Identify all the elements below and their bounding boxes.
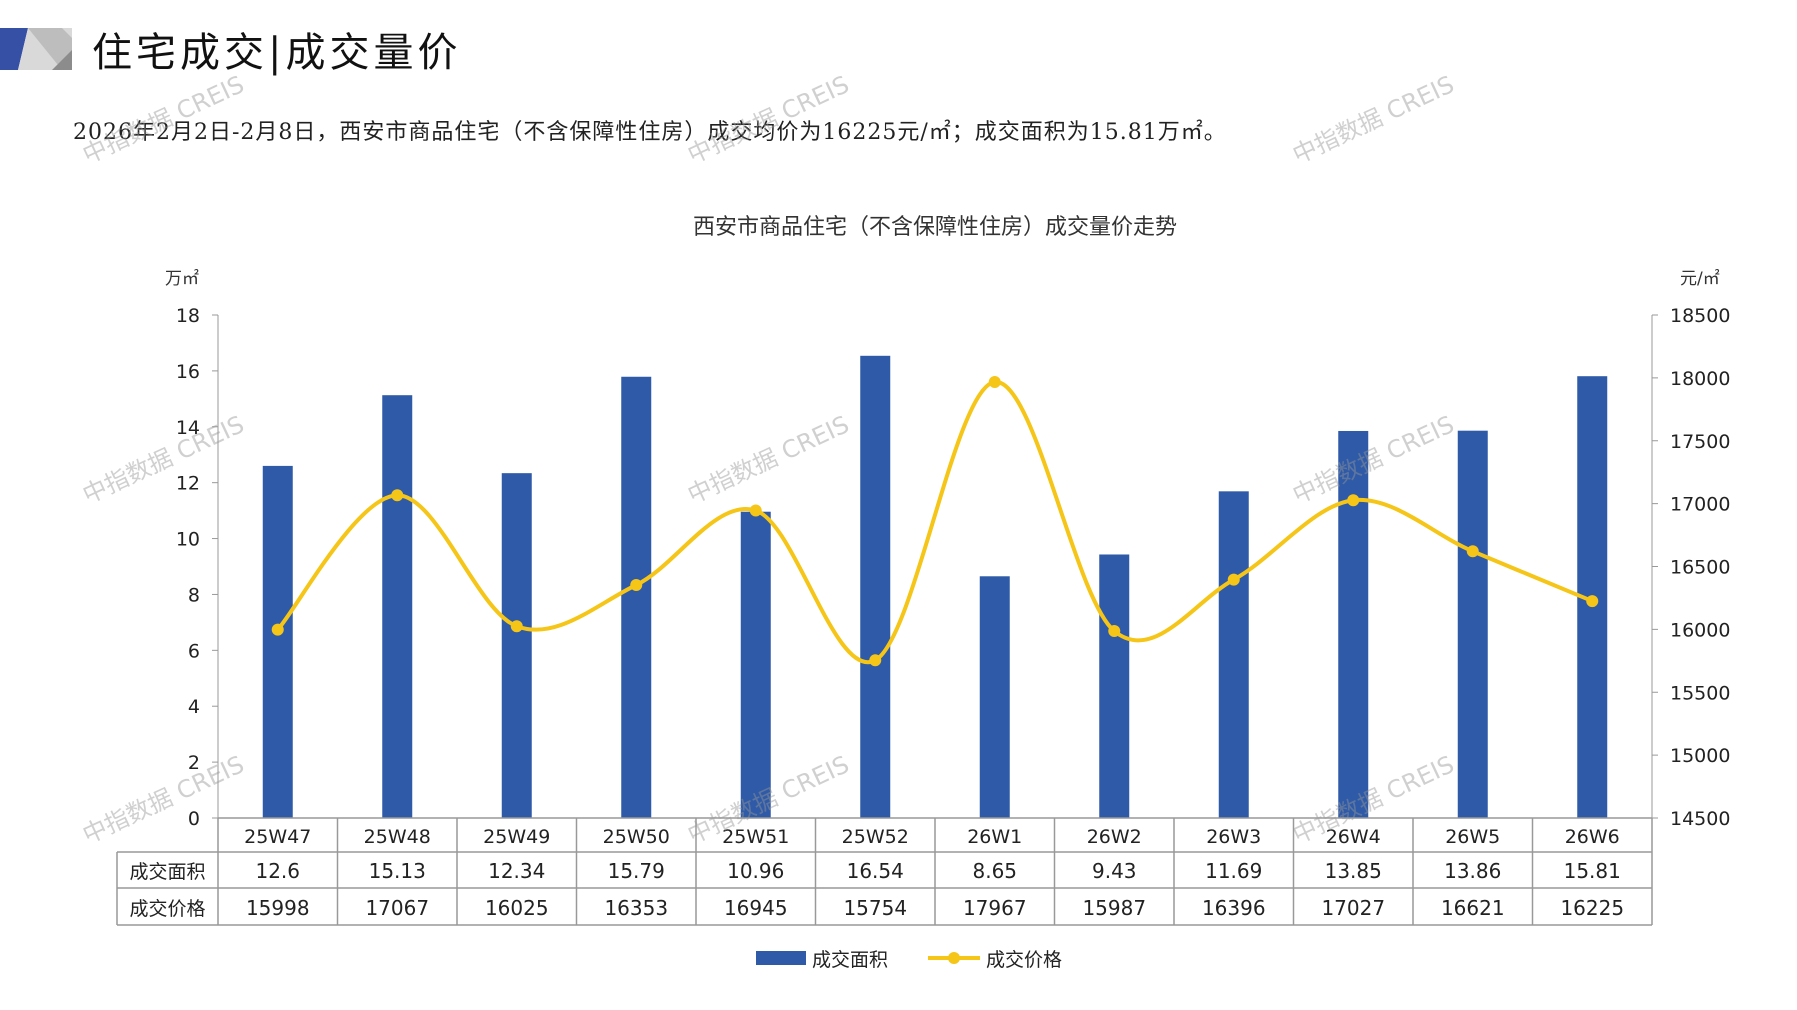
category-label: 25W48 — [364, 826, 431, 848]
right-tick-label: 15000 — [1670, 745, 1730, 767]
price-point-25W47 — [271, 623, 284, 636]
left-tick-label: 12 — [176, 473, 200, 495]
area-value: 15.81 — [1564, 859, 1621, 883]
price-value: 16025 — [485, 896, 549, 920]
price-point-26W5 — [1466, 545, 1479, 558]
category-label: 25W52 — [842, 826, 909, 848]
bar-25W52 — [860, 355, 891, 818]
bar-25W51 — [740, 511, 771, 818]
left-tick-label: 18 — [176, 305, 200, 327]
left-tick-label: 6 — [188, 640, 200, 662]
price-value: 15987 — [1082, 896, 1146, 920]
price-value: 16621 — [1441, 896, 1505, 920]
price-value: 17027 — [1321, 896, 1385, 920]
bar-26W1 — [979, 576, 1010, 818]
bar-25W47 — [262, 465, 293, 818]
area-value: 13.85 — [1325, 859, 1382, 883]
price-point-26W1 — [988, 376, 1001, 389]
area-value: 12.34 — [488, 859, 545, 883]
category-label: 26W3 — [1206, 826, 1261, 848]
right-tick-label: 15500 — [1670, 682, 1730, 704]
left-tick-label: 0 — [188, 808, 200, 830]
area-value: 15.79 — [608, 859, 665, 883]
area-value: 12.6 — [255, 859, 300, 883]
area-value: 16.54 — [847, 859, 904, 883]
summary-text: 2026年2月2日-2月8日，西安市商品住宅（不含保障性住房）成交均价为1622… — [73, 120, 1227, 145]
right-tick-label: 16000 — [1670, 619, 1730, 641]
price-point-26W6 — [1586, 595, 1599, 608]
bar-25W48 — [382, 395, 413, 818]
category-label: 26W5 — [1445, 826, 1500, 848]
bar-26W4 — [1338, 430, 1369, 818]
right-axis-label: 元/㎡ — [1680, 269, 1720, 289]
legend-marker-price — [948, 952, 960, 964]
left-tick-label: 16 — [176, 361, 200, 383]
right-tick-label: 16500 — [1670, 557, 1730, 579]
price-value: 17967 — [963, 896, 1027, 920]
area-value: 11.69 — [1205, 859, 1262, 883]
category-label: 26W2 — [1087, 826, 1142, 848]
page-title: 住宅成交|成交量价 — [92, 30, 462, 76]
price-value: 15998 — [246, 896, 310, 920]
category-label: 26W1 — [967, 826, 1022, 848]
category-label: 25W47 — [244, 826, 311, 848]
price-point-26W2 — [1108, 625, 1121, 638]
left-tick-label: 14 — [176, 417, 200, 439]
left-tick-label: 4 — [188, 696, 200, 718]
category-label: 25W49 — [483, 826, 550, 848]
left-tick-label: 2 — [188, 752, 200, 774]
left-axis-label: 万㎡ — [165, 269, 199, 289]
legend-label-price: 成交价格 — [986, 949, 1062, 971]
row-label-area: 成交面积 — [129, 861, 205, 883]
right-tick-label: 14500 — [1670, 808, 1730, 830]
bar-26W5 — [1457, 430, 1488, 818]
price-point-25W52 — [869, 654, 882, 667]
area-value: 13.86 — [1444, 859, 1501, 883]
price-value: 17067 — [365, 896, 429, 920]
chart-title: 西安市商品住宅（不含保障性住房）成交量价走势 — [693, 215, 1177, 240]
price-point-26W4 — [1347, 494, 1360, 507]
price-value: 16225 — [1560, 896, 1624, 920]
right-tick-label: 17500 — [1670, 431, 1730, 453]
right-tick-label: 18500 — [1670, 305, 1730, 327]
area-value: 9.43 — [1092, 859, 1137, 883]
price-point-25W49 — [510, 620, 523, 633]
price-value: 15754 — [843, 896, 907, 920]
category-label: 26W6 — [1565, 826, 1620, 848]
area-value: 15.13 — [369, 859, 426, 883]
right-tick-label: 17000 — [1670, 494, 1730, 516]
price-value: 16396 — [1202, 896, 1266, 920]
logo-icon — [0, 28, 72, 70]
price-point-25W51 — [749, 504, 762, 517]
category-label: 25W51 — [722, 826, 789, 848]
category-label: 25W50 — [603, 826, 670, 848]
price-point-25W50 — [630, 578, 643, 591]
price-point-25W48 — [391, 489, 404, 502]
price-value: 16945 — [724, 896, 788, 920]
left-tick-label: 8 — [188, 584, 200, 606]
bar-26W2 — [1099, 554, 1130, 818]
price-value: 16353 — [604, 896, 668, 920]
legend-swatch-area — [756, 951, 806, 965]
bar-25W50 — [621, 376, 652, 818]
category-label: 26W4 — [1326, 826, 1381, 848]
price-point-26W3 — [1227, 573, 1240, 586]
area-value: 10.96 — [727, 859, 784, 883]
bar-26W3 — [1218, 491, 1249, 818]
left-tick-label: 10 — [176, 529, 200, 551]
price-line — [276, 380, 1594, 665]
right-tick-label: 18000 — [1670, 368, 1730, 390]
area-value: 8.65 — [972, 859, 1017, 883]
bar-25W49 — [501, 473, 532, 818]
row-label-price: 成交价格 — [129, 898, 205, 920]
legend-label-area: 成交面积 — [812, 949, 888, 971]
